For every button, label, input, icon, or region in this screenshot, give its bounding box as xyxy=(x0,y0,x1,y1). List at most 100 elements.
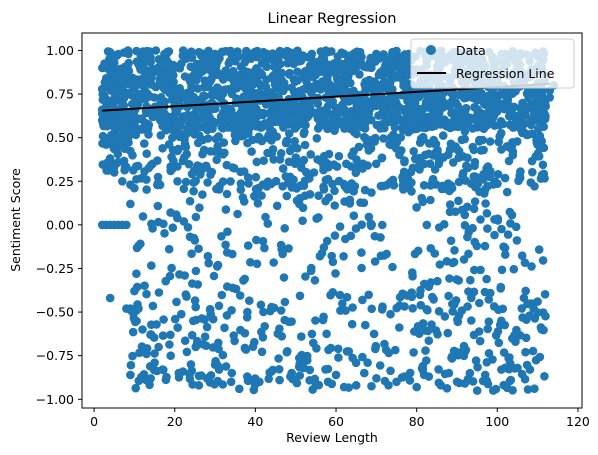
data-point xyxy=(305,61,315,70)
data-point xyxy=(212,262,222,271)
data-point xyxy=(472,386,482,395)
data-point xyxy=(150,349,159,358)
data-point xyxy=(236,179,246,188)
data-point xyxy=(272,201,282,211)
data-point xyxy=(167,263,176,273)
data-point xyxy=(339,251,348,261)
data-point xyxy=(392,377,401,387)
data-point xyxy=(313,155,322,164)
data-point xyxy=(304,110,314,120)
data-point xyxy=(105,154,115,163)
data-point xyxy=(505,353,514,362)
data-point xyxy=(226,377,236,387)
data-point xyxy=(243,49,252,59)
data-point xyxy=(194,244,203,253)
data-point xyxy=(238,193,248,202)
chart-title: Linear Regression xyxy=(268,11,397,27)
data-point xyxy=(208,343,218,352)
data-point xyxy=(191,176,200,186)
data-point xyxy=(295,353,304,363)
data-point xyxy=(186,360,196,369)
data-point xyxy=(427,320,436,329)
data-point xyxy=(523,385,533,394)
data-point xyxy=(280,224,290,233)
data-point xyxy=(501,250,510,259)
data-point xyxy=(262,182,272,191)
data-point xyxy=(461,103,471,113)
data-point xyxy=(322,236,332,246)
data-point xyxy=(470,197,480,206)
data-point xyxy=(384,348,394,358)
data-point xyxy=(435,157,444,166)
data-point xyxy=(475,336,485,346)
data-point xyxy=(261,119,270,128)
data-point xyxy=(408,272,417,281)
data-point xyxy=(327,110,336,119)
data-point xyxy=(460,93,469,103)
data-point xyxy=(377,305,387,314)
data-point xyxy=(479,169,489,179)
data-point xyxy=(120,62,130,72)
data-point xyxy=(447,88,456,98)
data-point xyxy=(337,59,346,69)
data-point xyxy=(327,251,337,261)
data-point xyxy=(158,144,167,153)
data-point xyxy=(438,131,448,140)
data-point xyxy=(167,70,177,80)
data-point xyxy=(312,134,322,143)
data-point xyxy=(449,257,459,267)
legend: Data Regression Line xyxy=(410,38,575,89)
data-point xyxy=(530,182,539,191)
data-point xyxy=(324,149,334,159)
data-point xyxy=(126,360,136,370)
data-point xyxy=(194,371,204,381)
data-point xyxy=(516,109,526,118)
data-point xyxy=(342,292,352,302)
data-point xyxy=(217,122,226,132)
data-point xyxy=(529,88,538,98)
data-point xyxy=(475,118,484,127)
data-point xyxy=(331,269,340,278)
data-point xyxy=(194,381,204,390)
data-point xyxy=(497,224,506,234)
data-point xyxy=(398,289,407,299)
data-point xyxy=(512,236,522,245)
data-point xyxy=(246,258,255,267)
data-point xyxy=(540,290,550,299)
data-point xyxy=(362,140,372,149)
data-point xyxy=(465,368,475,378)
data-point xyxy=(349,147,359,156)
data-point xyxy=(416,114,426,124)
data-point xyxy=(240,344,250,354)
data-point xyxy=(420,159,429,169)
data-point xyxy=(496,99,505,109)
data-point xyxy=(357,220,367,229)
data-point xyxy=(328,179,337,189)
data-point xyxy=(339,49,349,59)
data-point xyxy=(351,97,360,106)
data-point xyxy=(366,219,376,228)
data-point xyxy=(202,322,212,332)
data-point xyxy=(244,129,253,138)
data-point xyxy=(194,47,204,57)
data-point xyxy=(293,144,302,153)
data-point xyxy=(315,251,325,261)
data-point xyxy=(189,95,198,105)
data-point xyxy=(346,78,355,88)
data-point xyxy=(227,306,236,315)
data-point xyxy=(435,260,445,269)
data-point xyxy=(146,108,156,118)
data-point xyxy=(120,163,130,172)
data-point xyxy=(460,221,470,230)
data-point xyxy=(307,329,317,339)
data-point xyxy=(105,293,115,303)
data-point xyxy=(452,144,462,154)
y-tick-label: 0.75 xyxy=(46,87,74,102)
data-point xyxy=(534,107,543,116)
data-point xyxy=(521,347,530,357)
data-point xyxy=(400,156,409,165)
data-point xyxy=(134,60,143,69)
data-point xyxy=(376,181,386,191)
data-point xyxy=(319,185,329,194)
data-point xyxy=(346,231,356,241)
